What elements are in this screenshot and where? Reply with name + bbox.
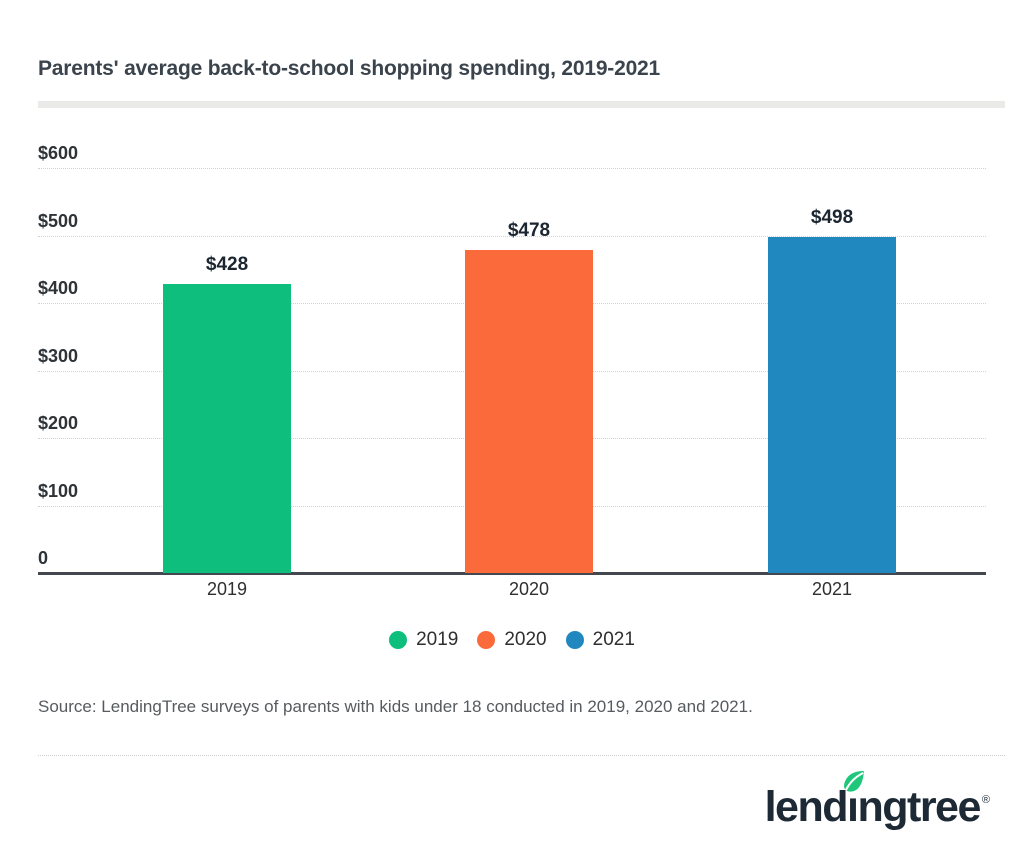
x-axis-labels: 2019 2020 2021 bbox=[38, 579, 986, 603]
bar-2019 bbox=[163, 284, 292, 573]
legend-label: 2020 bbox=[504, 629, 547, 650]
y-tick-label: $200 bbox=[38, 413, 79, 433]
value-label-2021: $498 bbox=[810, 206, 854, 228]
legend-item-2020: 2020 bbox=[477, 629, 547, 651]
y-tick-label: $600 bbox=[38, 143, 79, 163]
value-label-2019: $428 bbox=[205, 254, 249, 276]
value-label-2020: $478 bbox=[507, 220, 551, 242]
x-tick-label-2020: 2020 bbox=[508, 579, 549, 599]
legend-label: 2019 bbox=[416, 629, 459, 650]
bar-2021 bbox=[768, 236, 897, 573]
y-tick-label: $100 bbox=[38, 480, 79, 501]
x-axis-baseline bbox=[38, 571, 986, 575]
gridline-500 bbox=[38, 235, 986, 237]
source-note: Source: LendingTree surveys of parents w… bbox=[38, 697, 753, 716]
y-tick-label: $400 bbox=[38, 278, 79, 298]
y-tick-label: $500 bbox=[38, 210, 79, 231]
legend-dot-icon bbox=[565, 631, 584, 649]
footer-divider bbox=[38, 755, 1005, 756]
y-tick-label: 0 bbox=[38, 548, 49, 568]
leaf-icon bbox=[844, 770, 864, 792]
title-divider bbox=[38, 101, 1005, 108]
legend-dot-icon bbox=[477, 631, 496, 649]
legend: 2019 2020 2021 bbox=[0, 629, 1024, 651]
y-tick-label: $300 bbox=[38, 345, 79, 366]
x-tick-label-2021: 2021 bbox=[812, 579, 853, 599]
legend-item-2021: 2021 bbox=[565, 629, 635, 651]
lendingtree-logo: lend ı ngtree ® bbox=[764, 770, 990, 831]
gridline-600 bbox=[38, 168, 986, 169]
registered-mark: ® bbox=[981, 794, 990, 806]
legend-dot-icon bbox=[389, 631, 408, 649]
legend-item-2019: 2019 bbox=[389, 629, 458, 651]
legend-label: 2021 bbox=[592, 629, 635, 650]
chart-title: Parents' average back-to-school shopping… bbox=[38, 57, 661, 80]
plot-area: 0 $100 $200 $300 $400 $500 $600 $428 $478 $498 bbox=[38, 144, 986, 575]
x-tick-label-2019: 2019 bbox=[206, 579, 248, 599]
bar-2020 bbox=[464, 250, 593, 573]
logo-text-prefix: lend bbox=[764, 783, 849, 831]
logo-text-suffix: ngtree bbox=[857, 783, 981, 831]
logo-letter-i: ı bbox=[844, 770, 864, 831]
